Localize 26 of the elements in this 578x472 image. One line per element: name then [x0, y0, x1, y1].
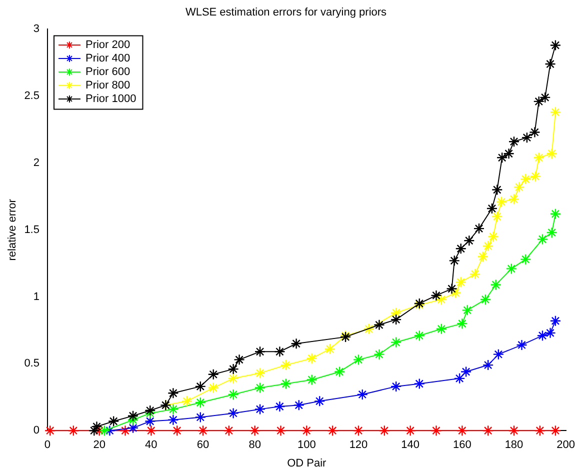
x-tick-label: 180: [504, 439, 524, 452]
x-tick-label: 60: [196, 439, 210, 452]
x-tick-label: 100: [297, 439, 316, 452]
x-tick-label: 140: [401, 439, 420, 452]
x-tick-label: 80: [248, 439, 261, 452]
legend-label: Prior 200: [85, 38, 130, 51]
legend-label: Prior 600: [85, 66, 130, 78]
y-tick-label: 1.5: [24, 224, 40, 236]
x-tick-label: 200: [556, 439, 576, 452]
chart-title: WLSE estimation errors for varying priors: [185, 6, 388, 19]
y-tick-label: 2.5: [24, 90, 40, 102]
x-tick-label: 20: [93, 439, 106, 452]
y-tick-label: 2: [33, 157, 40, 170]
y-tick-label: 1: [33, 290, 40, 303]
x-tick-label: 160: [452, 439, 472, 452]
x-tick-label: 0: [44, 439, 51, 452]
legend-label: Prior 400: [85, 52, 130, 64]
x-axis-title: OD Pair: [287, 457, 327, 470]
y-tick-label: 0.5: [24, 358, 40, 370]
legend-label: Prior 800: [85, 79, 130, 92]
y-tick-label: 3: [33, 23, 40, 36]
y-tick-label: 0: [33, 424, 40, 437]
x-tick-label: 120: [349, 439, 368, 452]
y-axis-title: relative error: [6, 198, 19, 261]
legend-label: Prior 1000: [85, 92, 136, 105]
x-tick-label: 40: [145, 439, 158, 452]
